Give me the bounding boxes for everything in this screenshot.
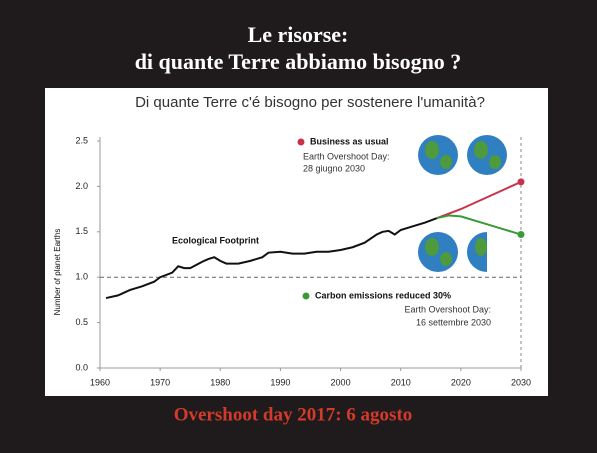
y-tick-label: 2.5 xyxy=(75,135,88,145)
y-tick-label: 0.5 xyxy=(75,317,88,327)
series-line xyxy=(105,217,438,300)
end-point xyxy=(517,178,525,186)
x-tick-label: 1960 xyxy=(90,377,110,387)
legend-dot xyxy=(297,138,305,146)
annotation: 16 settembre 2030 xyxy=(416,317,491,327)
x-tick-label: 2010 xyxy=(391,377,411,387)
x-tick-label: 2020 xyxy=(451,377,471,387)
x-tick-label: 2000 xyxy=(331,377,351,387)
footer-text: Overshoot day 2017: 6 agosto xyxy=(174,404,413,425)
chart-panel xyxy=(45,88,548,396)
x-tick-label: 1990 xyxy=(270,377,290,387)
x-tick-label: 2030 xyxy=(511,377,531,387)
series-label: Ecological Footprint xyxy=(172,235,259,245)
x-tick-label: 1980 xyxy=(210,377,230,387)
y-tick-label: 2.0 xyxy=(75,181,88,191)
series-label: Business as usual xyxy=(310,136,389,146)
earth-icons xyxy=(418,135,507,272)
slide-title: Le risorse: xyxy=(248,22,349,47)
slide-title: di quante Terre abbiamo bisogno ? xyxy=(135,49,462,74)
end-point xyxy=(517,231,525,239)
legend-dot xyxy=(302,292,310,300)
y-tick-label: 1.0 xyxy=(75,272,88,282)
y-tick-label: 1.5 xyxy=(75,226,88,236)
y-axis-label: Number of planet Earths xyxy=(53,229,62,316)
chart-title: Di quante Terre c'é bisogno per sostener… xyxy=(135,94,485,111)
y-tick-label: 0.0 xyxy=(75,362,88,372)
series-line xyxy=(436,180,522,220)
series-label: Carbon emissions reduced 30% xyxy=(315,290,451,300)
x-tick-label: 1970 xyxy=(150,377,170,387)
series-line xyxy=(436,214,522,236)
annotation: Earth Overshoot Day: xyxy=(303,151,390,161)
annotation: Earth Overshoot Day: xyxy=(404,304,491,314)
annotation: 28 giugno 2030 xyxy=(303,163,365,173)
